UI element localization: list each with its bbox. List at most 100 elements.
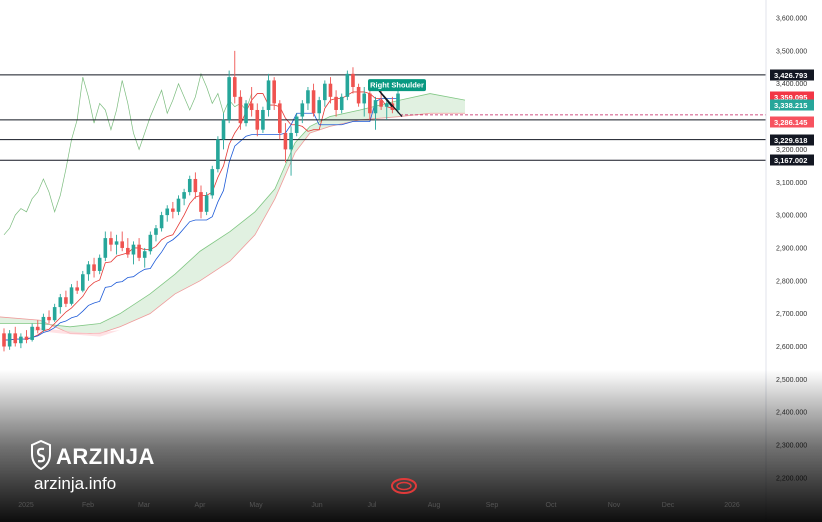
price-level-label: 3,229.618 (774, 136, 807, 145)
y-tick-label: 3,200.000 (776, 147, 807, 154)
candle-body (323, 83, 327, 101)
candle-body (356, 86, 361, 104)
candle-body (261, 109, 265, 130)
candle-body (204, 195, 209, 212)
candle-body (368, 93, 372, 114)
candle-body (13, 333, 18, 344)
price-level-label: 3,338.215 (774, 101, 807, 110)
candle-body (221, 119, 226, 140)
candle-body (19, 336, 23, 344)
x-tick-label: Mar (138, 502, 151, 509)
x-tick-label: Oct (546, 502, 557, 509)
price-level-label: 3,359.095 (774, 93, 807, 102)
horizontal-levels (0, 74, 766, 161)
candle-body (52, 307, 57, 321)
candle-body (199, 192, 203, 212)
candle-body (35, 326, 40, 331)
y-tick-label: 2,600.000 (776, 344, 807, 351)
neckline-right (375, 86, 403, 117)
candle-body (210, 169, 215, 196)
candle-body (227, 77, 231, 120)
candle-body (216, 139, 220, 170)
lagging-span (3, 72, 252, 236)
candle-body (339, 96, 344, 110)
span-a-line (0, 93, 466, 328)
candle-body (351, 73, 355, 87)
candle-body (294, 116, 299, 133)
candle-body (300, 103, 305, 117)
cloud-bearish-area (30, 326, 120, 337)
candle-body (97, 257, 102, 271)
x-tick-label: Feb (82, 502, 94, 509)
candle-body (249, 103, 254, 110)
y-tick-label: 2,900.000 (776, 245, 807, 252)
candle-body (289, 132, 293, 150)
candle-body (131, 244, 136, 255)
x-tick-label: Apr (195, 502, 207, 509)
candle-body (75, 287, 79, 291)
price-level-badge (770, 116, 814, 128)
candle-body (7, 333, 12, 347)
y-tick-label: 3,500.000 (776, 48, 807, 55)
candle-body (193, 178, 198, 193)
candle-body (126, 247, 130, 255)
annotation-badge (368, 79, 426, 92)
y-tick-label: 3,000.000 (776, 213, 807, 220)
candle-body (238, 96, 243, 124)
candle-body (120, 241, 124, 248)
candle-body (379, 100, 383, 107)
candle-body (345, 73, 350, 97)
candle-body (266, 80, 271, 110)
ichimoku-cloud (0, 93, 466, 337)
candle-body (30, 326, 34, 340)
candle-body (187, 178, 192, 193)
candle-body (317, 100, 321, 114)
candle-body (278, 103, 282, 133)
candle-body (154, 228, 158, 235)
x-tick-label: Nov (608, 502, 621, 509)
y-tick-label: 3,600.000 (776, 16, 807, 23)
brand-name: ARZINJA (56, 444, 155, 469)
candle-body (244, 103, 248, 124)
candle-body (47, 316, 51, 321)
candle-body (176, 198, 181, 212)
candle-body (137, 244, 141, 258)
price-level-badge (770, 69, 814, 81)
candle-body (2, 333, 6, 347)
x-tick-label: 2026 (724, 502, 740, 509)
candle-body (272, 80, 276, 104)
candle-body (373, 100, 378, 114)
x-axis: 2025 Feb Mar Apr May Jun Jul Aug Sep Oct Nov Dec 202… (18, 502, 740, 509)
candle-body (171, 208, 175, 212)
price-level-badge (770, 154, 814, 166)
candle-body (396, 93, 400, 110)
candle-body (390, 103, 395, 110)
candle-body (92, 264, 96, 271)
candle-body (306, 90, 310, 104)
candle-body (69, 287, 74, 304)
y-tick-label: 3,100.000 (776, 180, 807, 187)
annotation-label: Right Shoulder (370, 81, 424, 90)
candle-body (24, 336, 29, 340)
price-level-label: 3,286.145 (774, 118, 807, 127)
x-tick-label: Jun (311, 502, 322, 509)
candle-body (109, 238, 113, 245)
bottom-gradient-overlay (0, 370, 822, 522)
candle-body (159, 215, 164, 229)
candle-body (142, 251, 147, 258)
brand-logo-icon (31, 440, 51, 470)
candle-body (328, 83, 333, 97)
price-level-label: 3,426.793 (774, 71, 807, 80)
pattern-annotation: Right Shoulder (368, 79, 426, 117)
x-tick-label: Dec (662, 502, 675, 509)
price-level-badge (770, 134, 814, 146)
candle-body (362, 93, 367, 104)
y-tick-label: 3,400.000 (776, 81, 807, 88)
candle-body (114, 241, 119, 245)
candle-body (41, 316, 46, 331)
tradingview-logo-icon (391, 478, 417, 494)
candle-body (334, 96, 338, 110)
candle-body (311, 90, 316, 114)
